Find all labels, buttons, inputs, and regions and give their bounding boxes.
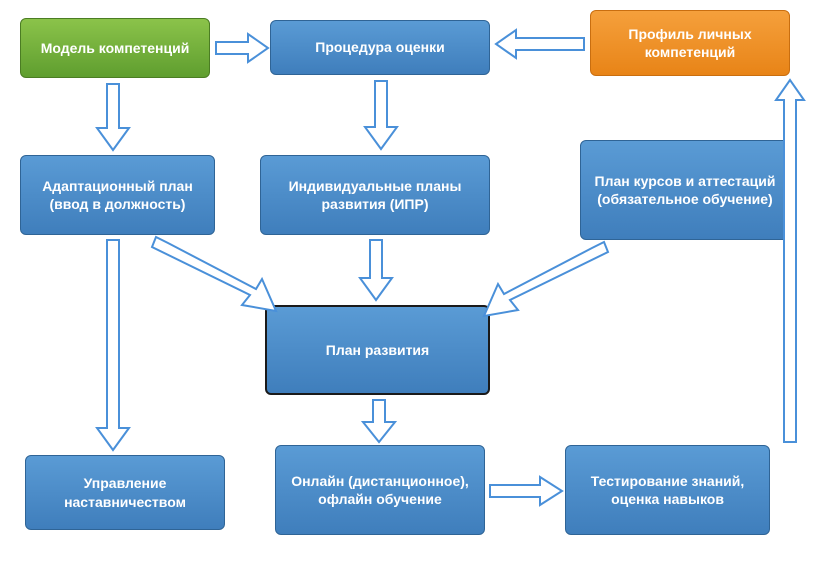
label: Профиль личных компетенций bbox=[601, 25, 779, 61]
arrow-testing-profile bbox=[774, 78, 806, 444]
label: Управление наставничеством bbox=[36, 474, 214, 510]
node-mentor: Управление наставничеством bbox=[25, 455, 225, 530]
label: Адаптационный план (ввод в должность) bbox=[31, 177, 204, 213]
arrow-procedure-ipr bbox=[363, 79, 399, 151]
arrow-adapt-mentor bbox=[95, 238, 131, 452]
label: Онлайн (дистанционное), офлайн обучение bbox=[286, 472, 474, 508]
label: Процедура оценки bbox=[315, 38, 444, 56]
label: План развития bbox=[326, 341, 429, 359]
label: Индивидуальные планы развития (ИПР) bbox=[271, 177, 479, 213]
arrow-courses-devplan bbox=[480, 240, 610, 320]
node-testing: Тестирование знаний, оценка навыков bbox=[565, 445, 770, 535]
arrow-adapt-devplan bbox=[150, 235, 280, 315]
node-devplan: План развития bbox=[265, 305, 490, 395]
node-model: Модель компетенций bbox=[20, 18, 210, 78]
node-ipr: Индивидуальные планы развития (ИПР) bbox=[260, 155, 490, 235]
arrow-ipr-devplan bbox=[358, 238, 394, 302]
arrow-model-procedure bbox=[214, 32, 270, 64]
node-courses: План курсов и аттестаций (обязательное о… bbox=[580, 140, 790, 240]
node-procedure: Процедура оценки bbox=[270, 20, 490, 75]
label: План курсов и аттестаций (обязательное о… bbox=[591, 172, 779, 208]
arrow-devplan-learning bbox=[361, 398, 397, 444]
arrow-model-adapt bbox=[95, 82, 131, 152]
node-learning: Онлайн (дистанционное), офлайн обучение bbox=[275, 445, 485, 535]
arrow-learning-testing bbox=[488, 475, 564, 507]
arrow-profile-procedure bbox=[494, 28, 586, 60]
node-adapt: Адаптационный план (ввод в должность) bbox=[20, 155, 215, 235]
node-profile: Профиль личных компетенций bbox=[590, 10, 790, 76]
label: Модель компетенций bbox=[41, 39, 190, 57]
label: Тестирование знаний, оценка навыков bbox=[576, 472, 759, 508]
